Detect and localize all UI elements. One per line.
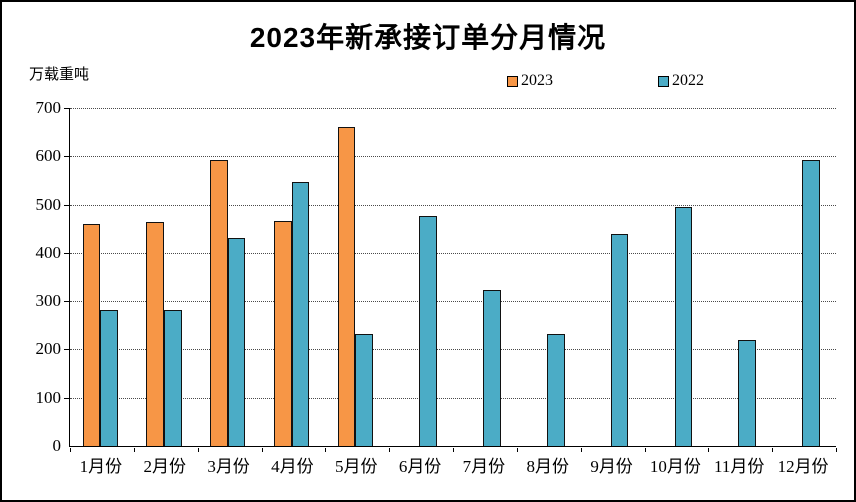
y-axis-tick [64, 349, 69, 351]
bar-2023-5月份 [337, 127, 356, 446]
legend-swatch-2022-icon [658, 75, 669, 87]
bar-2022-12月份 [802, 160, 820, 446]
x-axis-tick [197, 448, 199, 452]
bar-2022-6月份 [419, 216, 437, 446]
y-axis-label-300: 300 [35, 291, 62, 311]
y-axis-label-500: 500 [35, 194, 62, 214]
x-axis-label-5: 5月份 [334, 457, 378, 476]
bar-2023-4月份 [274, 220, 292, 446]
bar-2023-1月份 [82, 223, 101, 446]
bar-2022-11月份 [738, 339, 757, 446]
bar-2023-2月份 [146, 222, 164, 446]
y-axis-label-400: 400 [35, 242, 62, 262]
legend-item-2022: 2022 [658, 72, 704, 90]
bar-2022-1月份 [100, 310, 118, 446]
x-axis-tick [453, 448, 454, 452]
y-axis-label-100: 100 [35, 387, 62, 407]
bar-2022-4月份 [291, 181, 310, 446]
legend: 2023 2022 [507, 72, 704, 90]
x-axis-tick [261, 448, 263, 452]
bar-2022-9月份 [610, 233, 629, 446]
x-axis-label-7: 7月份 [462, 457, 506, 476]
y-axis-label-700: 700 [35, 98, 62, 117]
chart-title: 2023年新承接订单分月情况 [249, 22, 607, 53]
bar-2022-5月份 [355, 334, 374, 446]
gridline-100 [70, 397, 836, 399]
x-axis-label-2: 2月份 [143, 457, 186, 476]
x-axis-label-12: 12月份 [777, 457, 829, 476]
x-axis-tick [133, 448, 135, 452]
gridline-500 [70, 204, 836, 206]
bar-2022-8月份 [546, 333, 565, 446]
y-axis-tick [64, 301, 69, 303]
y-axis-tick [64, 108, 69, 109]
gridline-600 [70, 156, 836, 158]
gridline-400 [70, 252, 836, 254]
x-axis-label-9: 9月份 [590, 457, 633, 476]
bar-2023-3月份 [210, 159, 228, 446]
x-axis-label-1: 1月份 [79, 457, 123, 476]
x-axis-tick [389, 448, 391, 452]
legend-label-2022: 2022 [672, 72, 704, 89]
y-axis-unit-label: 万载重吨 [29, 67, 90, 83]
x-axis-tick [772, 448, 774, 452]
gridline-200 [70, 349, 836, 351]
bar-2022-7月份 [483, 289, 501, 446]
y-axis-tick [64, 156, 69, 158]
y-axis-label-200: 200 [35, 339, 62, 359]
y-axis-tick [64, 252, 69, 254]
x-axis-label-10: 10月份 [649, 457, 701, 476]
gridline-700 [70, 108, 836, 109]
x-axis-label-3: 3月份 [207, 457, 250, 476]
x-axis-label-4: 4月份 [271, 457, 314, 476]
bar-2022-2月份 [163, 309, 182, 446]
x-axis-label-11: 11月份 [714, 457, 765, 476]
x-axis-label-8: 8月份 [526, 457, 569, 476]
y-axis-tick [64, 397, 69, 399]
bar-2022-3月份 [227, 238, 246, 446]
x-axis-tick [644, 448, 646, 452]
x-axis-tick [70, 448, 71, 452]
x-axis-tick [325, 448, 327, 452]
x-axis-tick [708, 448, 710, 452]
x-axis-label-6: 6月份 [398, 457, 442, 476]
y-axis-label-0: 0 [52, 436, 62, 455]
x-axis-tick [836, 448, 837, 452]
legend-swatch-2023-icon [507, 75, 518, 87]
legend-item-2023: 2023 [507, 72, 553, 90]
y-axis-tick [64, 204, 69, 206]
legend-label-2023: 2023 [521, 72, 553, 89]
x-axis-tick [516, 448, 518, 452]
bar-2022-10月份 [674, 207, 693, 446]
gridline-300 [70, 301, 836, 303]
y-axis-label-600: 600 [35, 146, 62, 166]
x-axis-tick [580, 448, 582, 452]
plot-area [64, 108, 837, 452]
